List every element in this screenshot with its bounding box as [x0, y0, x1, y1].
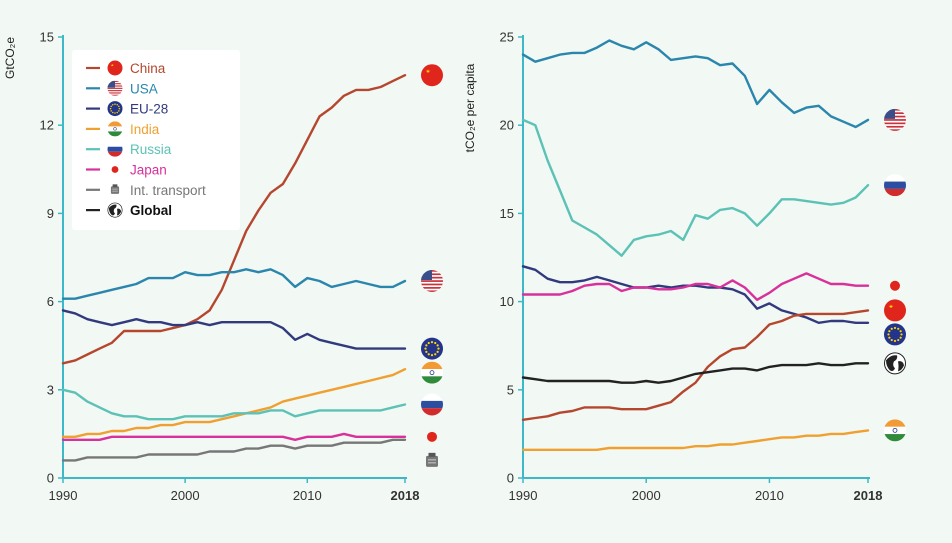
china-flag-icon — [884, 299, 906, 322]
x-tick-label: 2000 — [171, 488, 200, 503]
legend-item-usa: USA — [86, 80, 158, 96]
legend: China USA EU-28 India Russia Japan Int. transp… — [72, 50, 240, 230]
japan-flag-icon — [427, 431, 437, 442]
legend-item-russia: Russia — [86, 141, 172, 157]
usa-flag-icon — [107, 80, 123, 96]
legend-label: Russia — [130, 142, 172, 157]
globe-icon — [107, 202, 123, 218]
y-axis-label: GtCO₂e — [3, 37, 17, 79]
x-tick-label: 2010 — [755, 488, 784, 503]
india-flag-icon — [107, 121, 123, 137]
series-line-eu-28 — [521, 265, 870, 324]
x-tick-label: 2000 — [632, 488, 661, 503]
y-tick-label: 0 — [47, 471, 54, 486]
series-line-russia — [521, 118, 870, 257]
int-transport-flag-icon — [426, 452, 438, 467]
x-tick-label: 2018 — [854, 488, 883, 503]
series-line-usa — [521, 39, 870, 129]
legend-label: China — [130, 61, 166, 76]
eu-28-flag-icon — [421, 337, 443, 360]
y-tick-label: 25 — [500, 30, 514, 45]
legend-item-china: China — [86, 60, 166, 76]
y-tick-label: 9 — [47, 206, 54, 221]
japan-flag-icon — [111, 166, 119, 173]
flag-markers — [421, 64, 906, 467]
russia-flag-icon — [421, 393, 443, 416]
y-tick-label: 20 — [500, 118, 514, 133]
legend-label: USA — [130, 81, 158, 96]
y-tick-label: 12 — [40, 118, 54, 133]
y-axis-label: tCO₂e per capita — [463, 63, 477, 152]
legend-label: India — [130, 122, 160, 137]
japan-flag-icon — [890, 280, 900, 291]
x-tick-label: 2010 — [293, 488, 322, 503]
legend-item-japan: Japan — [86, 163, 167, 178]
series-line-japan — [521, 272, 870, 301]
legend-item-india: India — [86, 121, 160, 137]
y-tick-label: 3 — [47, 382, 54, 397]
y-tick-label: 10 — [500, 294, 514, 309]
usa-flag-icon — [421, 270, 443, 293]
y-tick-label: 15 — [40, 30, 54, 45]
series-line-japan — [61, 432, 407, 441]
russia-flag-icon — [107, 141, 123, 157]
series-line-china — [61, 73, 407, 365]
india-flag-icon — [884, 419, 906, 442]
chart-panel-total-emissions: 0 3 6 9 12 15 1990 2000 2010 2018 GtCO₂e — [3, 30, 419, 504]
global-flag-icon — [884, 352, 906, 375]
x-tick-label: 1990 — [49, 488, 78, 503]
eu-flag-icon — [107, 101, 123, 117]
eu-28-flag-icon — [884, 323, 906, 346]
y-tick-label: 15 — [500, 206, 514, 221]
russia-flag-icon — [884, 174, 906, 197]
series-line-global — [521, 362, 870, 384]
y-tick-label: 6 — [47, 294, 54, 309]
legend-item-eu-28: EU-28 — [86, 101, 168, 117]
series-line-china — [521, 309, 870, 421]
y-tick-label: 0 — [507, 471, 514, 486]
legend-label: Int. transport — [130, 183, 206, 198]
y-tick-label: 5 — [507, 382, 514, 397]
chart-panel-per-capita: 0 5 10 15 20 25 1990 2000 2010 2018 tCO₂e per capi… — [463, 30, 882, 504]
series-line-eu-28 — [61, 309, 407, 350]
series-line-india — [61, 368, 407, 438]
legend-label: EU-28 — [130, 102, 168, 117]
ship-icon — [110, 184, 120, 194]
legend-item-int-transport: Int. transport — [86, 183, 206, 198]
india-flag-icon — [421, 361, 443, 384]
legend-item-global: Global — [86, 202, 172, 218]
usa-flag-icon — [884, 108, 906, 131]
legend-label: Japan — [130, 163, 167, 178]
legend-label: Global — [130, 203, 172, 218]
china-flag-icon — [421, 64, 443, 87]
series-line-int-transport — [61, 438, 407, 462]
x-tick-label: 2018 — [391, 488, 420, 503]
china-flag-icon — [107, 60, 123, 76]
series-line-usa — [61, 268, 407, 300]
series-line-india — [521, 429, 870, 451]
series-line-russia — [61, 388, 407, 421]
x-tick-label: 1990 — [509, 488, 538, 503]
